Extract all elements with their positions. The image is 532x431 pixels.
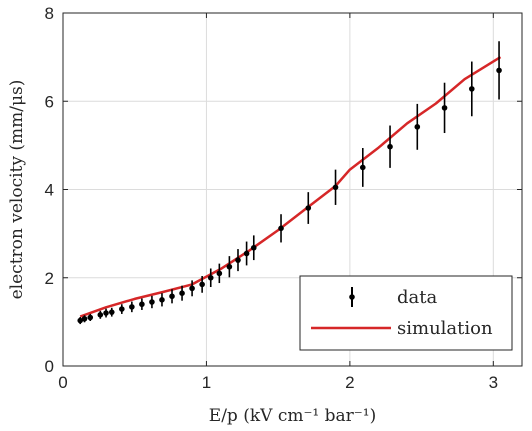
- data-point: [235, 257, 241, 263]
- data-point: [332, 184, 339, 191]
- data-point: [250, 244, 257, 251]
- y-axis-label: electron velocity (mm/μs): [7, 80, 27, 300]
- data-point: [119, 306, 125, 312]
- data-point: [103, 310, 109, 316]
- x-tick-label: 0: [58, 373, 67, 392]
- data-point: [207, 274, 214, 281]
- y-tick-label: 2: [45, 269, 54, 288]
- y-tick-label: 4: [45, 181, 54, 200]
- y-tick-label: 0: [45, 357, 54, 376]
- data-point: [77, 317, 84, 324]
- data-point: [387, 143, 393, 150]
- legend: data simulation: [299, 275, 513, 351]
- data-point: [359, 164, 366, 171]
- y-tick-label: 6: [45, 92, 54, 111]
- data-point: [226, 263, 233, 270]
- data-point: [87, 314, 94, 321]
- x-axis-label: E/p (kV cm⁻¹ bar⁻¹): [209, 406, 376, 426]
- legend-data-marker: [349, 294, 355, 300]
- data-point: [149, 299, 155, 305]
- data-point: [108, 309, 115, 315]
- data-point: [129, 304, 135, 310]
- data-point: [179, 290, 185, 296]
- data-point: [169, 293, 175, 300]
- axis-ticks: 0 1 2 3 0 2 4 6 8: [45, 4, 522, 392]
- legend-data-label: data: [397, 287, 437, 308]
- data-point: [243, 250, 250, 257]
- data-point: [189, 285, 195, 292]
- legend-box: [299, 275, 513, 351]
- data-point: [97, 312, 104, 318]
- data-point: [305, 205, 312, 211]
- x-tick-label: 3: [489, 373, 498, 392]
- legend-simulation-label: simulation: [397, 318, 493, 339]
- data-point: [441, 105, 448, 111]
- x-tick-label: 2: [345, 373, 354, 392]
- simulation-line: [79, 56, 502, 318]
- data-point: [496, 67, 502, 74]
- data-point: [139, 301, 145, 308]
- data-point: [216, 270, 223, 277]
- data-point: [159, 297, 165, 303]
- data-point: [468, 86, 475, 92]
- data-point: [81, 315, 88, 322]
- data-point: [414, 124, 421, 130]
- data-point: [278, 225, 284, 232]
- data-point: [199, 281, 205, 288]
- series-layer: [77, 41, 502, 325]
- y-tick-label: 8: [45, 4, 54, 23]
- x-tick-label: 1: [202, 373, 211, 392]
